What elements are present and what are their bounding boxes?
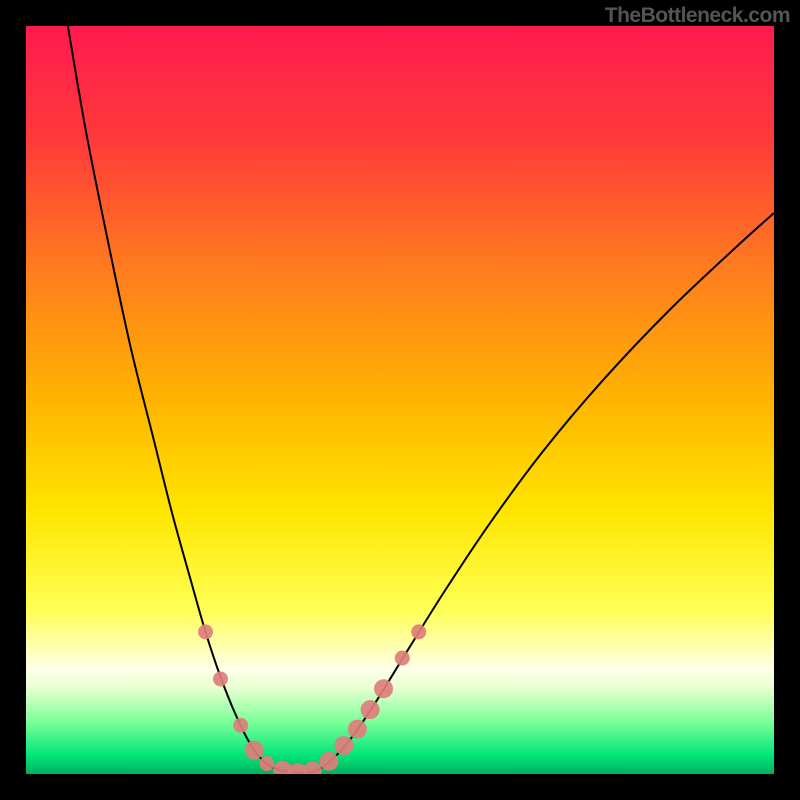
marker-dot — [334, 736, 353, 755]
marker-dot — [198, 624, 213, 639]
marker-dot — [319, 752, 338, 771]
marker-dot — [259, 756, 274, 771]
marker-dot — [245, 741, 264, 760]
marker-dot — [411, 624, 426, 639]
chart-svg — [26, 26, 774, 774]
marker-dot — [233, 718, 248, 733]
marker-dot — [213, 672, 228, 687]
outer-black-frame: TheBottleneck.com — [0, 0, 800, 800]
marker-dot — [348, 720, 367, 739]
watermark-text: TheBottleneck.com — [605, 4, 790, 28]
marker-dot — [361, 700, 380, 719]
plot-area — [26, 26, 774, 774]
marker-dot — [395, 651, 410, 666]
marker-dot — [374, 679, 393, 698]
